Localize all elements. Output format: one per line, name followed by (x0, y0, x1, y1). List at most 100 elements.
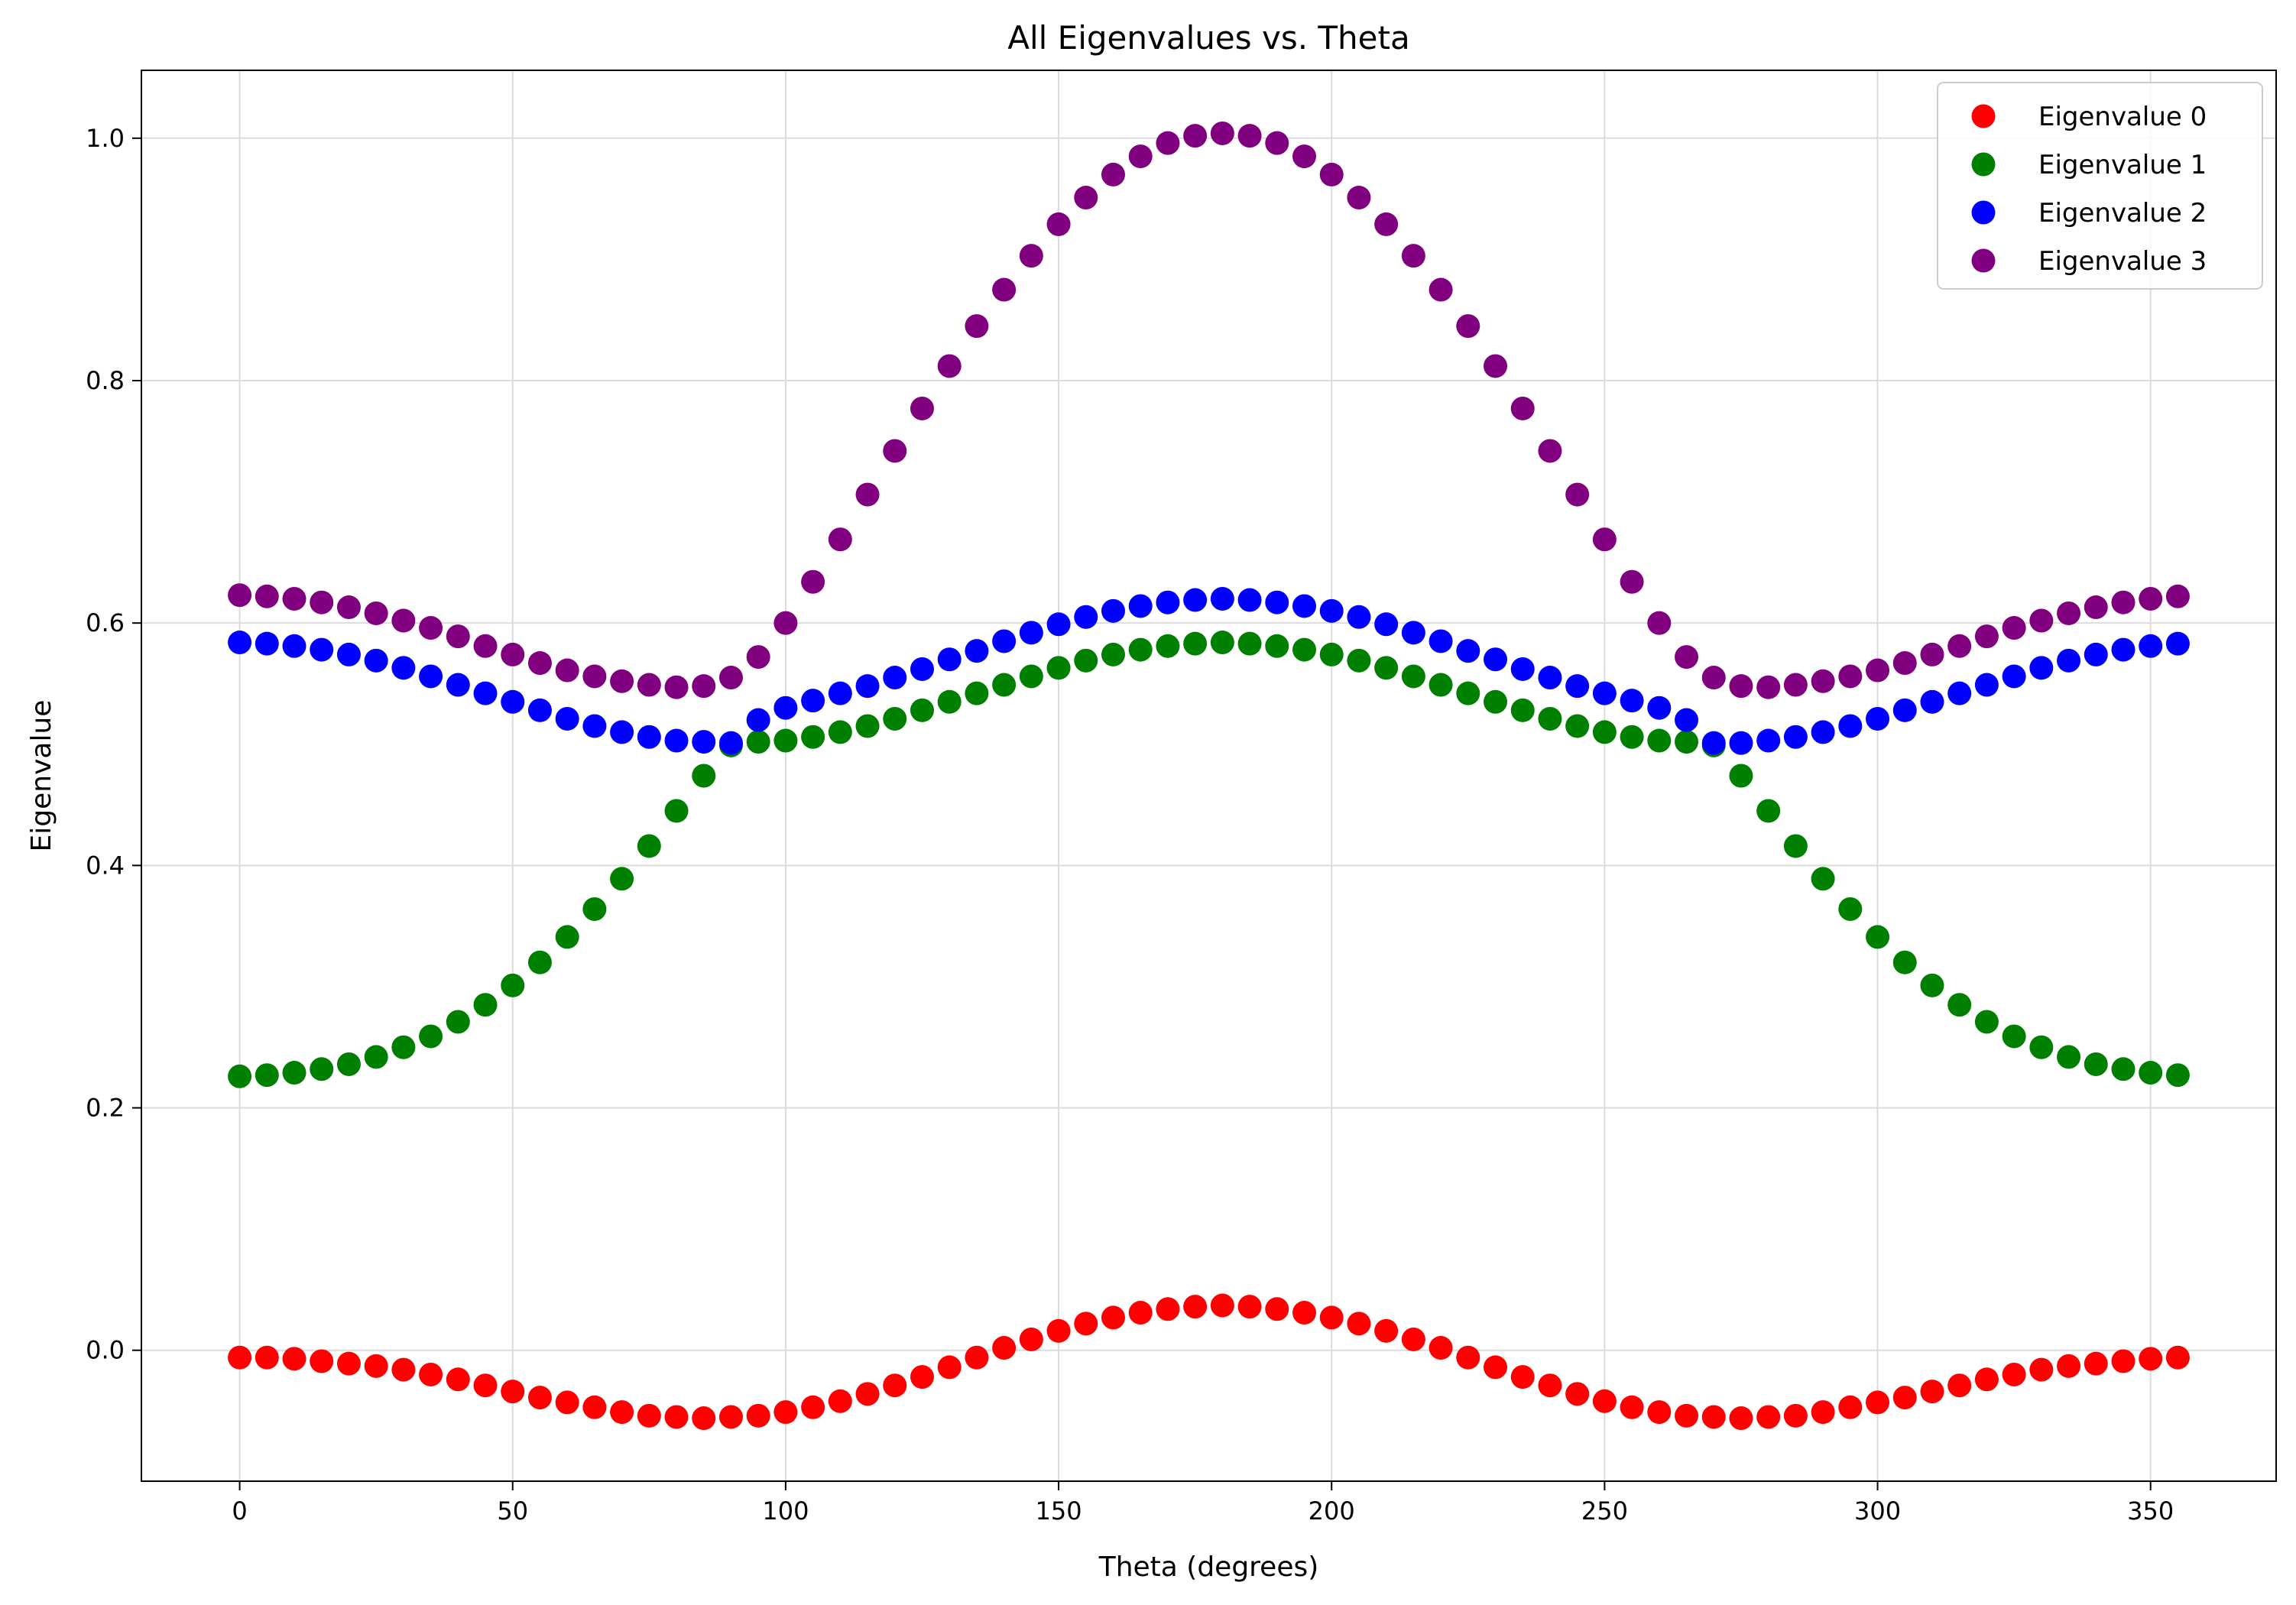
data-point (1701, 1405, 1726, 1429)
data-point (1156, 634, 1180, 658)
data-point (1510, 396, 1535, 420)
data-point (937, 354, 962, 378)
data-point (910, 1365, 934, 1389)
data-point (1319, 1305, 1344, 1330)
data-point (2139, 1061, 2163, 1085)
data-point (1538, 439, 1562, 463)
data-point (637, 725, 661, 749)
data-point (2002, 1362, 2026, 1386)
data-point (1947, 1373, 1972, 1398)
data-point (828, 1389, 852, 1413)
data-point (1484, 647, 1508, 672)
x-tick-label: 200 (1309, 1496, 1355, 1526)
data-point (1783, 725, 1808, 749)
data-point (2111, 1057, 2135, 1081)
data-point (1484, 354, 1508, 378)
data-point (228, 583, 252, 608)
data-point (228, 631, 252, 655)
data-point (2057, 601, 2081, 625)
data-point (446, 673, 470, 697)
data-point (801, 689, 825, 713)
data-point (1183, 124, 1208, 148)
data-point (664, 799, 689, 823)
y-tick-label: 1.0 (86, 124, 125, 153)
data-point (1265, 1297, 1289, 1321)
data-point (1347, 648, 1371, 673)
data-point (1401, 621, 1425, 645)
data-point (1866, 925, 1890, 949)
data-point (637, 834, 661, 858)
data-point (2029, 656, 2054, 680)
data-point (1456, 1345, 1480, 1370)
data-point (2139, 586, 2163, 611)
legend-label: Eigenvalue 2 (2038, 198, 2207, 229)
data-point (1347, 1312, 1371, 1336)
data-point (1866, 658, 1890, 683)
data-point (1046, 212, 1071, 236)
data-point (1620, 689, 1644, 713)
data-point (1620, 569, 1644, 594)
data-point (527, 698, 552, 722)
x-tick-label: 250 (1581, 1496, 1628, 1526)
data-point (391, 656, 416, 680)
data-point (1701, 731, 1726, 755)
data-point (255, 584, 279, 608)
data-point (1237, 124, 1262, 148)
data-point (992, 277, 1017, 302)
data-point (391, 1357, 416, 1382)
data-point (1565, 674, 1590, 699)
data-point (1237, 631, 1262, 656)
data-point (1265, 634, 1289, 658)
data-point (1292, 144, 1317, 169)
data-point (2057, 1354, 2081, 1378)
data-point (282, 1061, 306, 1085)
data-point (828, 720, 852, 744)
data-point (419, 664, 443, 689)
data-point (637, 673, 661, 697)
data-point (527, 651, 552, 676)
data-point (282, 1347, 306, 1371)
data-point (1920, 689, 1944, 714)
data-point (1974, 1010, 1999, 1034)
data-point (883, 439, 907, 463)
data-point (1838, 714, 1863, 738)
data-point (282, 586, 306, 611)
data-point (336, 1351, 361, 1376)
axis-ticks: 0 50 100 150 200 250 300 350 0.0 0.2 0.4 0.6 0.8 1.0 (86, 124, 2174, 1526)
data-point (1074, 605, 1098, 629)
data-point (1866, 706, 1890, 731)
data-point (1374, 612, 1399, 637)
legend-marker (1971, 200, 1996, 225)
data-point (1347, 605, 1371, 629)
data-point (1046, 1318, 1071, 1343)
data-point (1183, 1295, 1208, 1319)
data-point (610, 720, 634, 744)
data-point (2029, 608, 2054, 633)
data-point (692, 764, 716, 788)
data-point (255, 1345, 279, 1370)
data-point (1920, 642, 1944, 666)
data-point (1647, 728, 1672, 753)
data-point (1947, 634, 1972, 658)
data-point (2002, 664, 2026, 689)
data-point (582, 897, 607, 921)
data-point (692, 730, 716, 754)
data-point (937, 1355, 962, 1380)
data-point (473, 634, 498, 658)
data-point (1319, 162, 1344, 186)
data-point (773, 696, 798, 720)
data-point (965, 639, 989, 663)
data-point (582, 664, 607, 689)
data-point (2165, 631, 2190, 656)
data-point (2002, 616, 2026, 640)
data-points (228, 121, 2190, 1431)
data-point (773, 728, 798, 753)
data-point (2165, 1063, 2190, 1088)
data-point (555, 925, 579, 949)
data-point (718, 731, 743, 755)
data-point (2139, 634, 2163, 658)
data-point (1128, 594, 1153, 618)
data-point (610, 867, 634, 891)
